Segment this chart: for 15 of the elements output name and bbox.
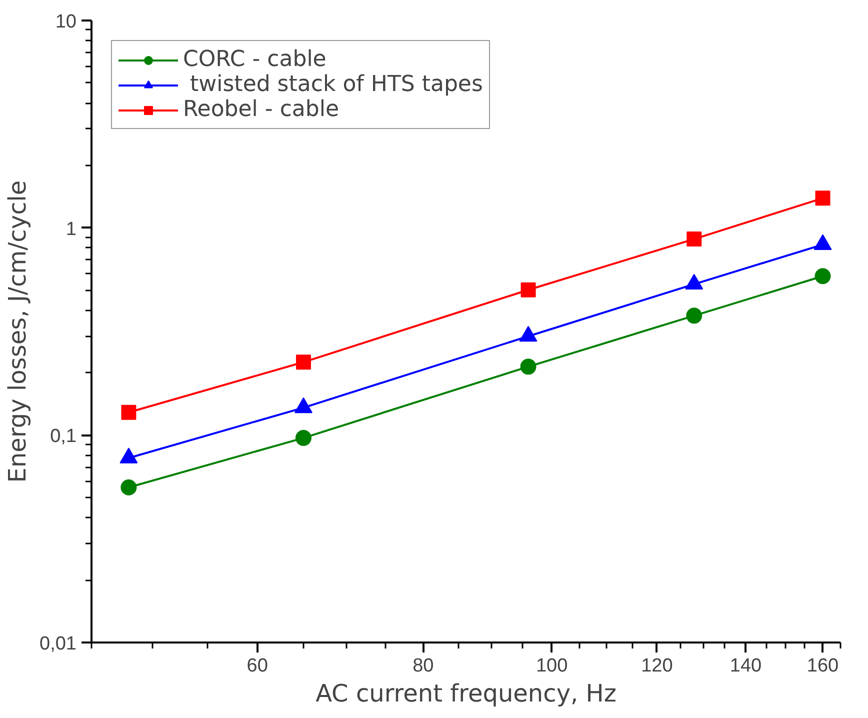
x-tick-label: 60 — [246, 656, 268, 676]
y-tick-label: 0,01 — [40, 634, 77, 654]
x-tick-label: 120 — [641, 656, 673, 676]
x-tick-label: 100 — [536, 656, 568, 676]
x-tick-label: 140 — [730, 656, 762, 676]
y-tick-label: 0,1 — [50, 426, 77, 448]
x-tick-label: 160 — [806, 656, 839, 676]
legend-label: CORC - cable — [183, 47, 326, 72]
y-axis-title: Energy losses, J/cm/cycle — [4, 180, 32, 483]
x-tick-label: 80 — [412, 656, 434, 676]
legend-label: Reobel - cable — [183, 97, 340, 122]
y-tick-label: 10 — [55, 12, 77, 32]
y-tick-label: 1 — [66, 218, 77, 240]
legend-label: twisted stack of HTS tapes — [188, 72, 483, 97]
x-axis-title: AC current frequency, Hz — [316, 680, 616, 708]
